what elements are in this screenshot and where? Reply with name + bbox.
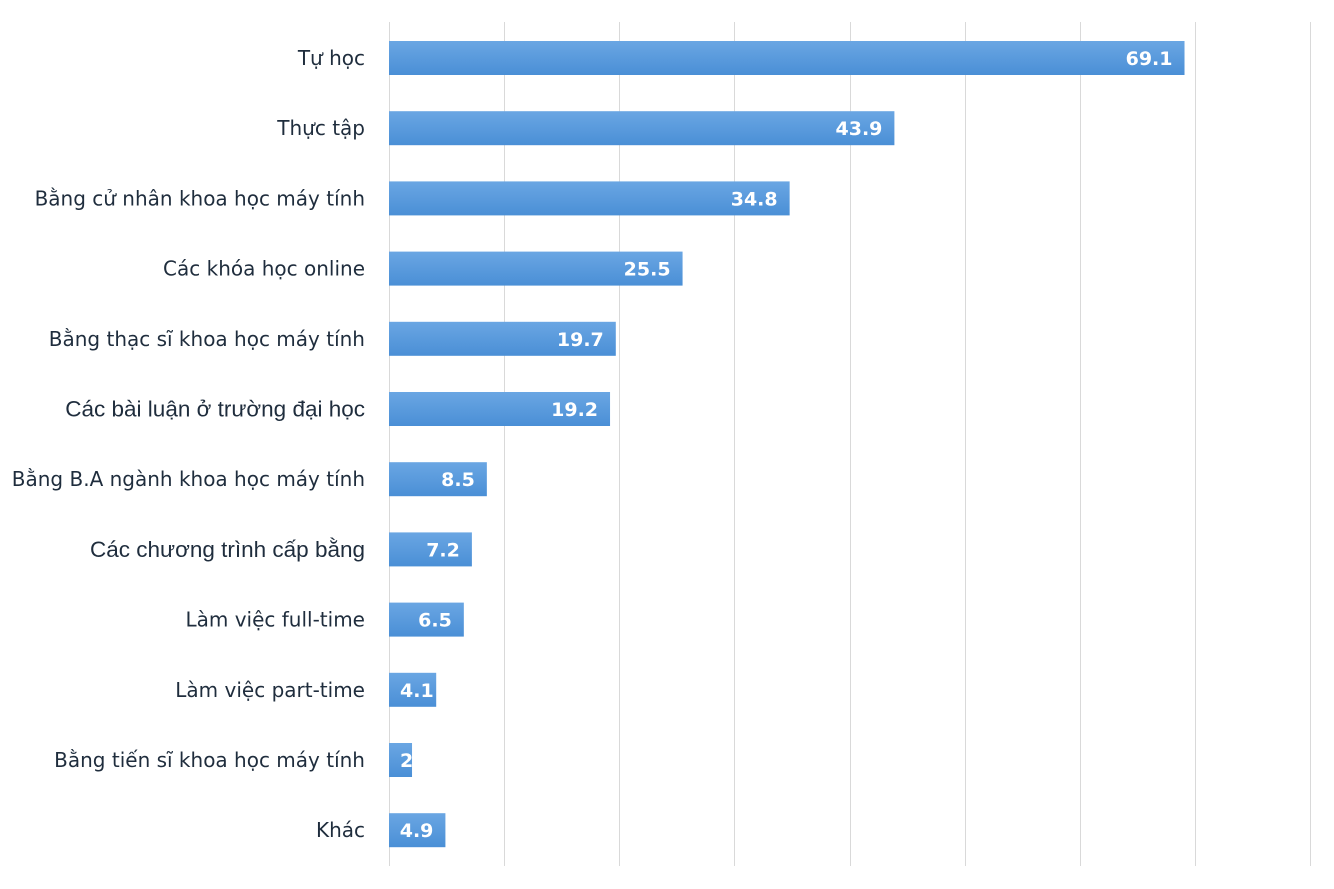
category-label: Bằng thạc sĩ khoa học máy tính	[49, 327, 365, 351]
bars	[389, 41, 1185, 848]
bar-7	[389, 532, 472, 567]
category-label: Các bài luận ở trường đại học	[65, 397, 365, 422]
value-label: 43.9	[836, 118, 883, 140]
category-labels: Tự học Thực tập Bằng cử nhân khoa học máy …	[12, 46, 365, 842]
gridlines	[389, 22, 1311, 866]
value-label: 6.5	[418, 610, 452, 632]
category-label: Bằng tiến sĩ khoa học máy tính	[54, 748, 365, 772]
bar-4	[389, 321, 616, 356]
category-label: Các chương trình cấp bằng	[90, 537, 365, 562]
bar-3	[389, 251, 683, 286]
value-label: 4.9	[400, 820, 434, 842]
category-label: Thực tập	[276, 116, 365, 140]
value-label: 7.2	[426, 539, 460, 561]
bar-9	[389, 672, 437, 707]
bar-1	[389, 111, 895, 146]
category-label: Các khóa học online	[163, 257, 365, 281]
category-label: Làm việc full-time	[185, 608, 365, 632]
value-label: 8.5	[441, 469, 475, 491]
category-label: Khác	[316, 818, 365, 842]
bar-10	[389, 743, 413, 777]
bar-2	[389, 181, 790, 216]
value-label: 69.1	[1126, 48, 1173, 70]
value-label: 2	[400, 750, 413, 772]
value-label: 19.2	[551, 399, 598, 421]
value-label: 19.7	[557, 329, 604, 351]
value-label: 34.8	[731, 188, 778, 210]
bar-0	[389, 41, 1185, 75]
category-label: Tự học	[297, 46, 365, 70]
value-label: 4.1	[400, 680, 434, 702]
value-labels: 69.1 43.9 34.8 25.5 19.7 19.2 8.5 7.2 6.5 4.1 2 4.9	[400, 48, 1173, 842]
value-label: 25.5	[624, 259, 671, 281]
category-label: Bằng B.A ngành khoa học máy tính	[12, 467, 365, 491]
bar-5	[389, 392, 611, 426]
bar-8	[389, 602, 464, 637]
bar-11	[389, 813, 446, 848]
bar-6	[389, 462, 487, 497]
category-label: Làm việc part-time	[175, 678, 365, 702]
category-label: Bằng cử nhân khoa học máy tính	[35, 186, 365, 210]
